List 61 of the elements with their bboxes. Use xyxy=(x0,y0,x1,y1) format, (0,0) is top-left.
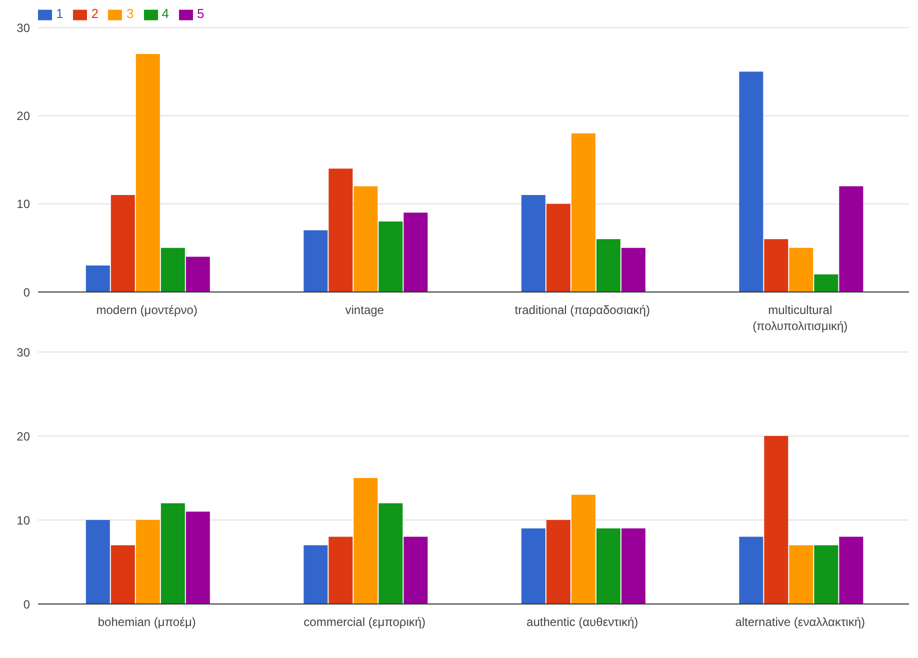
bar xyxy=(328,536,353,604)
bar xyxy=(136,520,160,604)
bar xyxy=(404,212,428,292)
bar xyxy=(160,503,185,604)
bar xyxy=(378,221,403,292)
x-tick-label: bohemian (μποέμ) xyxy=(98,615,196,629)
bar xyxy=(136,54,160,292)
bar xyxy=(160,248,185,292)
bar xyxy=(839,536,864,604)
bar xyxy=(328,168,353,292)
bar xyxy=(571,133,596,292)
y-tick-label: 30 xyxy=(16,20,30,35)
y-tick-label: 0 xyxy=(23,285,30,300)
bar xyxy=(304,545,328,604)
bar xyxy=(596,239,620,292)
bar xyxy=(546,204,570,292)
y-tick-label: 20 xyxy=(16,429,30,444)
legend-label: 4 xyxy=(162,6,169,21)
bar xyxy=(814,545,838,604)
bar xyxy=(571,494,596,604)
bar xyxy=(621,248,646,292)
bar xyxy=(521,528,546,604)
bar xyxy=(839,186,864,292)
bar xyxy=(546,520,570,604)
bar xyxy=(186,512,210,604)
x-tick-label: modern (μοντέρνο) xyxy=(96,303,198,317)
legend-label: 1 xyxy=(56,6,64,21)
bar xyxy=(521,195,546,292)
bar xyxy=(789,248,814,292)
y-tick-label: 30 xyxy=(16,345,30,360)
bar xyxy=(596,528,620,604)
x-tick-label: traditional (παραδοσιακή) xyxy=(514,303,650,317)
x-tick-label: multicultural (πολυπολιτισμική) xyxy=(752,303,848,333)
bar xyxy=(354,478,378,604)
bar xyxy=(739,536,764,604)
bar xyxy=(404,536,428,604)
bar xyxy=(110,195,135,292)
x-tick-label: authentic (αυθεντική) xyxy=(526,615,638,629)
bar xyxy=(86,266,110,292)
y-tick-label: 0 xyxy=(23,597,30,612)
y-tick-label: 10 xyxy=(16,197,30,212)
bar xyxy=(764,239,788,292)
legend-label: 3 xyxy=(126,6,134,21)
bar xyxy=(814,274,838,292)
bar xyxy=(621,528,646,604)
bar xyxy=(186,256,210,292)
bar xyxy=(86,520,110,604)
legend-label: 2 xyxy=(91,6,98,21)
bar xyxy=(739,72,764,292)
bar xyxy=(354,186,378,292)
x-tick-label: vintage xyxy=(345,303,384,317)
bar xyxy=(789,545,814,604)
bar xyxy=(110,545,135,604)
y-tick-label: 20 xyxy=(16,108,30,123)
bar xyxy=(304,230,328,292)
bar xyxy=(378,503,403,604)
x-tick-label: alternative (εναλλακτική) xyxy=(735,615,866,629)
bar xyxy=(764,436,788,604)
legend-label: 5 xyxy=(196,6,204,21)
x-tick-label: commercial (εμπορική) xyxy=(304,615,426,629)
y-tick-label: 10 xyxy=(16,513,30,528)
